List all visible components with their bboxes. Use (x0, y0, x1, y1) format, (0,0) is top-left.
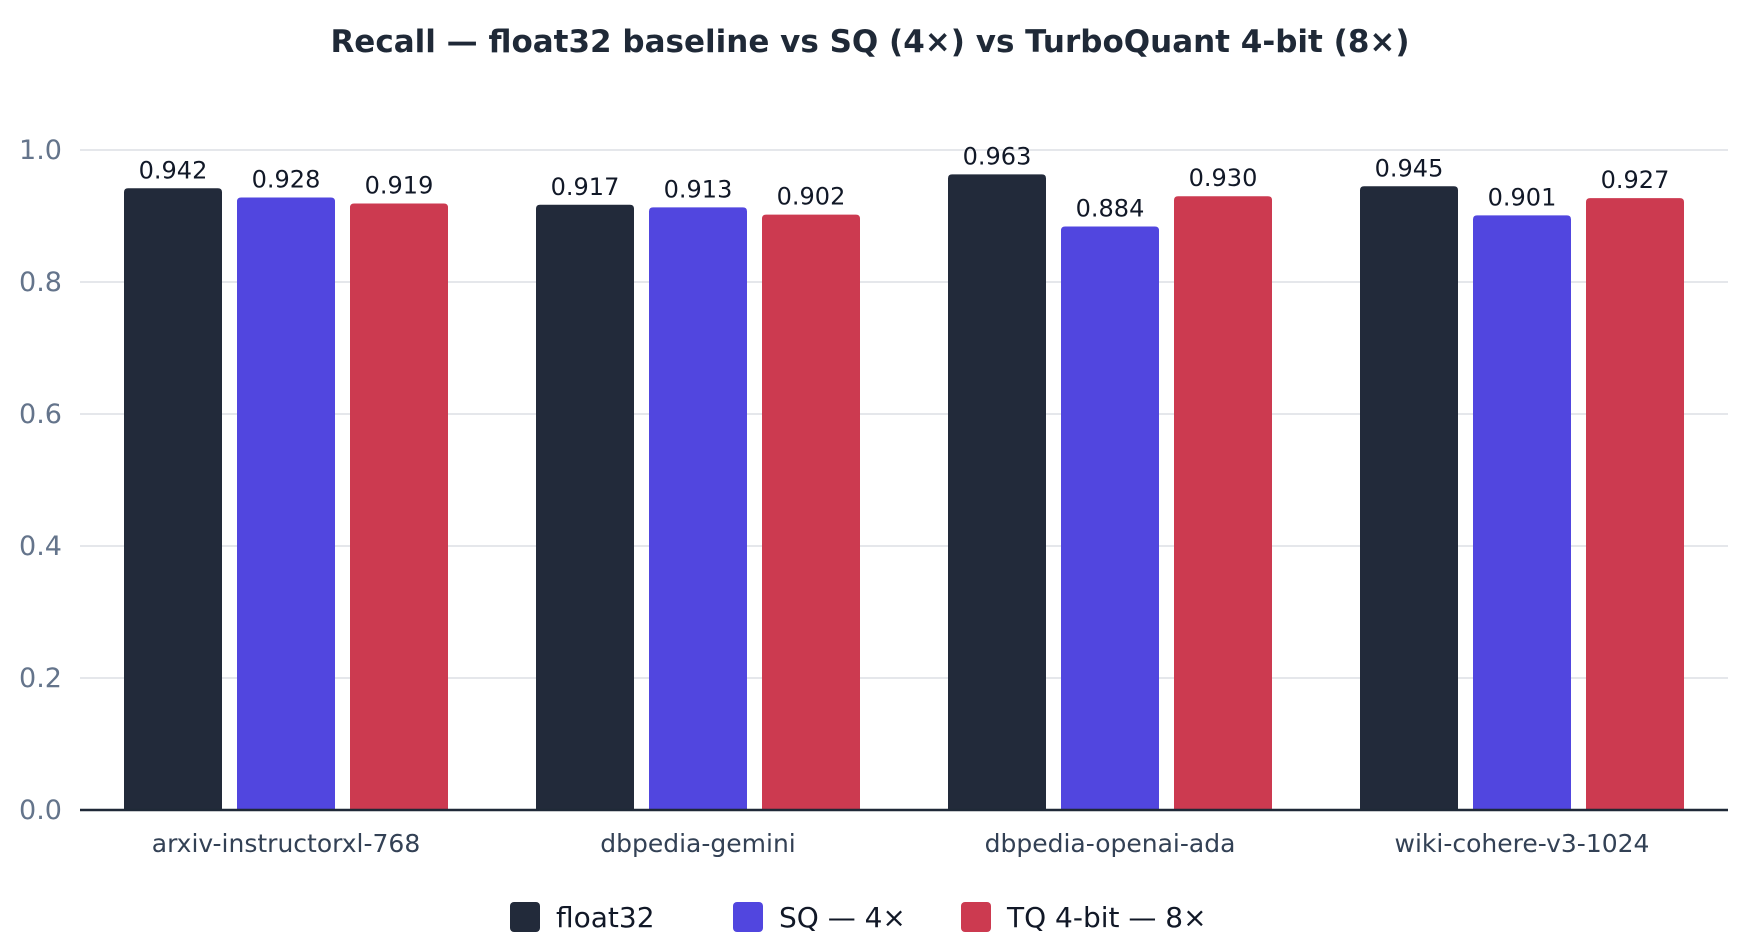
bar-float32-0 (124, 188, 222, 810)
bar-float32-3 (1360, 186, 1458, 811)
legend-label: TQ 4-bit — 8× (1006, 901, 1207, 934)
bar-value-label: 0.930 (1189, 164, 1258, 192)
legend-swatch (733, 902, 763, 932)
bar-tq-1 (762, 214, 860, 810)
value-labels-layer: 0.942 0.928 0.919 0.917 0.913 0.902 0.963 0.884… (139, 142, 1670, 222)
bar-tq-2 (1174, 196, 1272, 810)
legend-swatch (510, 902, 540, 932)
bar-value-label: 0.927 (1601, 166, 1670, 194)
y-tick-label: 0.8 (19, 267, 62, 298)
bar-tq-0 (350, 203, 448, 810)
legend-label: SQ — 4× (779, 901, 906, 934)
bar-value-label: 0.901 (1488, 183, 1557, 211)
bar-sq-2 (1061, 226, 1159, 810)
bar-float32-2 (948, 174, 1046, 811)
y-tick-label: 1.0 (19, 135, 62, 166)
bar-tq-3 (1586, 198, 1684, 810)
bar-value-label: 0.919 (365, 171, 434, 199)
bar-sq-3 (1473, 215, 1571, 811)
bar-value-label: 0.884 (1076, 195, 1145, 223)
x-category-label: dbpedia-openai-ada (985, 829, 1236, 858)
bar-value-label: 0.913 (664, 175, 733, 203)
bars-layer (124, 174, 1684, 811)
y-tick-label: 0.2 (19, 663, 62, 694)
x-category-label: arxiv-instructorxl-768 (152, 829, 420, 858)
y-tick-label: 0.0 (19, 795, 62, 826)
bar-value-label: 0.928 (252, 166, 321, 194)
bar-value-label: 0.945 (1375, 154, 1444, 182)
legend-swatch (961, 902, 991, 932)
legend-label: float32 (556, 901, 655, 934)
y-axis-ticks: 0.0 0.2 0.4 0.6 0.8 1.0 (19, 135, 62, 826)
y-tick-label: 0.4 (19, 531, 62, 562)
y-tick-label: 0.6 (19, 399, 62, 430)
x-axis-categories: arxiv-instructorxl-768 dbpedia-gemini dbpe… (152, 829, 1650, 858)
bar-sq-0 (237, 197, 335, 810)
bar-value-label: 0.917 (551, 173, 620, 201)
legend: float32 SQ — 4× TQ 4-bit — 8× (510, 901, 1207, 934)
chart-title: Recall — float32 baseline vs SQ (4×) vs … (330, 24, 1409, 60)
bar-value-label: 0.902 (777, 183, 846, 211)
bar-value-label: 0.942 (139, 156, 208, 184)
x-category-label: dbpedia-gemini (600, 829, 795, 858)
bar-sq-1 (649, 207, 747, 811)
x-category-label: wiki-cohere-v3-1024 (1395, 829, 1650, 858)
bar-value-label: 0.963 (963, 142, 1032, 170)
bar-float32-1 (536, 204, 634, 810)
